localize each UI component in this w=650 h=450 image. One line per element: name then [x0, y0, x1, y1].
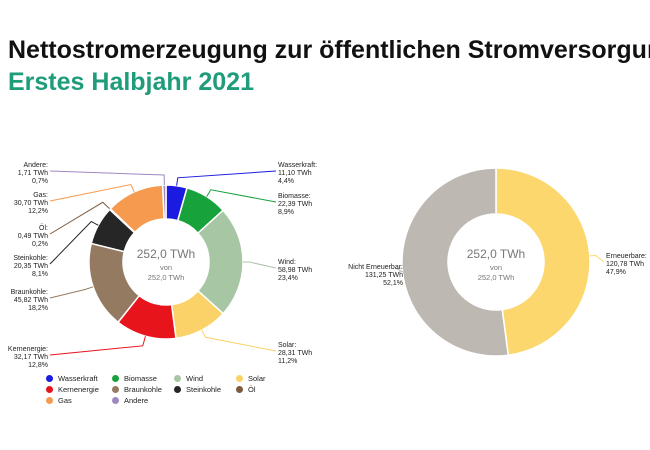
legend-label-oel: Öl	[248, 385, 256, 394]
sources-label-oel-name: Öl:	[39, 224, 48, 232]
legend-label-wasserkraft: Wasserkraft	[58, 374, 98, 383]
legend-item-braunkohle: Braunkohle	[112, 385, 174, 394]
renewables-label-erneuerbare-percent: 47,9%	[606, 269, 626, 276]
sources-leader-oel	[49, 201, 111, 235]
sources-leader-wind	[242, 261, 277, 269]
sources-label-solar-percent: 11,2%	[278, 358, 297, 365]
sources-leader-kernenergie	[49, 336, 146, 356]
legend-label-steinkohle: Steinkohle	[186, 385, 222, 394]
sources-label-braunkohle-name: Braunkohle:	[11, 289, 48, 296]
sources-label-wind-percent: 23,4%	[278, 275, 298, 282]
sources-leader-steinkohle	[49, 220, 99, 265]
sources-label-wasserkraft-name: Wasserkraft:	[278, 162, 317, 169]
legend-item-solar: Solar	[236, 374, 296, 383]
legend-swatch-braunkohle	[112, 386, 119, 393]
legend-label-andere: Andere	[124, 396, 149, 405]
renewables-label-nicht-erneuerbar-name: Nicht Erneuerbar:	[348, 264, 403, 271]
sources-label-braunkohle-value: 45,82 TWh	[14, 297, 48, 304]
renewables-slice-erneuerbare	[495, 167, 591, 357]
chart-legend: Wasserkraft Biomasse Wind Solar Kernenergie B…	[46, 374, 296, 405]
legend-swatch-kernenergie	[46, 386, 53, 393]
renewables-label-erneuerbare-value: 120,78 TWh	[606, 261, 644, 268]
sources-label-oel-value: 0,49 TWh	[18, 233, 48, 240]
legend-label-kernenergie: Kernenergie	[58, 385, 99, 394]
sources-label-steinkohle-value: 20,35 TWh	[14, 263, 48, 270]
legend-label-gas: Gas	[58, 396, 72, 405]
legend-label-wind: Wind	[186, 374, 204, 383]
legend-swatch-solar	[236, 375, 243, 382]
sources-label-gas-value: 30,70 TWh	[14, 200, 48, 207]
renewables-slice-nicht-erneuerbar	[401, 167, 510, 357]
legend-label-solar: Solar	[248, 374, 266, 383]
legend-item-wasserkraft: Wasserkraft	[46, 374, 112, 383]
sources-label-solar-name: Solar:	[278, 342, 296, 349]
legend-swatch-wind	[174, 375, 181, 382]
sources-leader-gas	[49, 184, 135, 202]
legend-item-steinkohle: Steinkohle	[174, 385, 236, 394]
renewables-label-nicht-erneuerbar-percent: 52,1%	[383, 280, 403, 287]
sources-label-biomasse-percent: 8,9%	[278, 209, 294, 216]
legend-item-biomasse: Biomasse	[112, 374, 174, 383]
sources-label-biomasse-name: Biomasse:	[278, 193, 311, 200]
sources-center-total: 252,0 TWh	[148, 273, 185, 282]
sources-label-steinkohle-percent: 8,1%	[32, 271, 48, 278]
legend-item-andere: Andere	[112, 396, 174, 405]
sources-label-biomasse-value: 22,39 TWh	[278, 201, 312, 208]
legend-item-oel: Öl	[236, 385, 296, 394]
page-title: Nettostromerzeugung zur öffentlichen Str…	[8, 36, 650, 64]
sources-label-oel-percent: 0,2%	[32, 241, 48, 248]
legend-swatch-oel	[236, 386, 243, 393]
sources-center-of: von	[160, 263, 172, 272]
renewables-leader-erneuerbare	[589, 254, 605, 263]
renewables-center-of: von	[490, 263, 502, 272]
sources-label-gas-name: Gas:	[33, 192, 48, 199]
sources-center-value: 252,0 TWh	[137, 247, 195, 261]
legend-label-braunkohle: Braunkohle	[124, 385, 162, 394]
legend-item-kernenergie: Kernenergie	[46, 385, 112, 394]
legend-item-wind: Wind	[174, 374, 236, 383]
legend-swatch-andere	[112, 397, 119, 404]
sources-leader-solar	[201, 329, 277, 352]
legend-swatch-biomasse	[112, 375, 119, 382]
sources-label-andere-value: 1,71 TWh	[18, 170, 48, 177]
renewables-center-value: 252,0 TWh	[467, 247, 525, 261]
legend-label-biomasse: Biomasse	[124, 374, 157, 383]
sources-leader-andere	[49, 170, 165, 186]
legend-item-gas: Gas	[46, 396, 112, 405]
legend-swatch-steinkohle	[174, 386, 181, 393]
sources-label-kernenergie-name: Kernenergie:	[8, 346, 48, 353]
sources-label-wind-value: 58,98 TWh	[278, 267, 312, 274]
sources-label-braunkohle-percent: 18,2%	[28, 305, 48, 312]
sources-leader-wasserkraft	[176, 170, 277, 186]
sources-slice-andere	[161, 184, 167, 220]
sources-label-andere-name: Andere:	[23, 162, 48, 169]
sources-label-wasserkraft-percent: 4,4%	[278, 178, 294, 185]
page-subtitle: Erstes Halbjahr 2021	[8, 68, 254, 96]
sources-label-kernenergie-percent: 12,8%	[28, 362, 48, 369]
sources-label-kernenergie-value: 32,17 TWh	[14, 354, 48, 361]
sources-label-wasserkraft-value: 11,10 TWh	[278, 170, 312, 177]
legend-swatch-gas	[46, 397, 53, 404]
sources-label-gas-percent: 12,2%	[28, 208, 48, 215]
sources-label-solar-value: 28,31 TWh	[278, 350, 312, 357]
sources-leader-biomasse	[206, 189, 277, 203]
sources-leader-braunkohle	[49, 286, 94, 299]
sources-label-andere-percent: 0,7%	[32, 178, 48, 185]
sources-label-wind-name: Wind:	[278, 259, 296, 266]
renewables-label-erneuerbare-name: Erneuerbare:	[606, 253, 647, 260]
legend-swatch-wasserkraft	[46, 375, 53, 382]
renewables-label-nicht-erneuerbar-value: 131,25 TWh	[365, 272, 403, 279]
renewables-leader-nicht-erneuerbar	[394, 267, 406, 274]
sources-label-steinkohle-name: Steinkohle:	[13, 255, 48, 262]
renewables-center-total: 252,0 TWh	[478, 273, 515, 282]
